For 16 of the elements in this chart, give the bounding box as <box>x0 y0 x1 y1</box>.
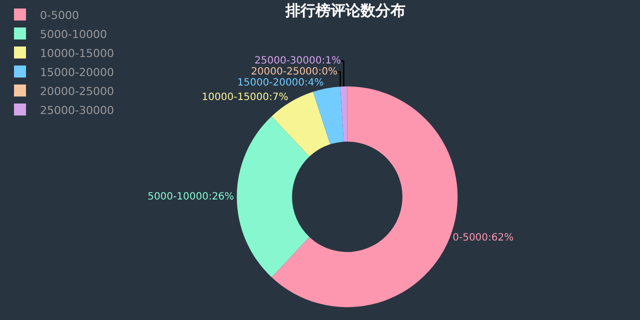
legend-label: 20000-25000 <box>40 84 114 98</box>
data-label: 0-5000:62% <box>452 232 514 244</box>
donut-slice <box>313 86 344 144</box>
donut-slice <box>340 86 348 142</box>
data-label: 10000-15000:7% <box>202 92 288 104</box>
data-label: 5000-10000:26% <box>148 191 234 202</box>
data-label: 25000-30000:1% <box>254 56 341 67</box>
legend-label: 10000-15000 <box>40 46 114 60</box>
chart-title: 排行榜评论数分布 <box>284 1 406 20</box>
legend-label: 0-5000 <box>40 8 79 22</box>
donut-slice <box>237 116 310 278</box>
legend-label: 25000-30000 <box>40 104 114 117</box>
data-label: 15000-20000:4% <box>237 78 324 89</box>
legend-label: 15000-20000 <box>40 66 114 79</box>
text: 20000-25000:0% <box>251 66 338 78</box>
legend-label: 5000-10000 <box>40 28 107 41</box>
